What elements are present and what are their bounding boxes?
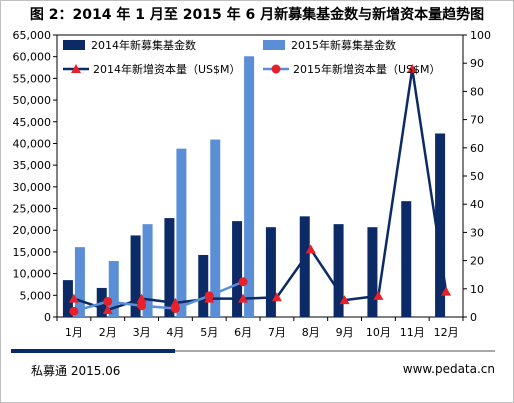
left-axis-tick-label: 5,000	[20, 289, 52, 302]
legend-item: 2015年新增资本量（US$M）	[263, 62, 441, 76]
triangle-marker-2014	[238, 293, 249, 303]
triangle-marker-2014	[373, 290, 384, 300]
right-axis-tick-label: 0	[470, 311, 477, 324]
website-label: www.pedata.cn	[402, 362, 495, 376]
triangle-marker-2014	[68, 293, 79, 303]
right-axis-tick-label: 40	[470, 198, 484, 211]
right-axis-tick-label: 100	[470, 29, 491, 42]
footer-bar-light	[175, 350, 495, 352]
circle-marker-2015	[103, 296, 113, 306]
legend-label: 2015年新增资本量（US$M）	[293, 62, 441, 76]
triangle-marker-2014	[339, 295, 350, 305]
x-axis-tick-label: 7月	[268, 326, 286, 339]
left-axis-tick-label: 35,000	[13, 159, 52, 172]
bar-2014	[198, 254, 209, 317]
triangle-marker-2014	[305, 244, 316, 254]
legend-swatch	[263, 40, 285, 50]
left-axis-tick-label: 50,000	[13, 94, 52, 107]
bar-2014	[130, 235, 141, 317]
bar-2014	[333, 224, 344, 317]
bar-2014	[232, 221, 243, 317]
left-axis-tick-label: 60,000	[13, 51, 52, 64]
left-axis-tick-label: 65,000	[13, 29, 52, 42]
circle-marker-2015	[137, 301, 147, 311]
bar-2015	[108, 261, 119, 317]
legend-item: 2014年新募集基金数	[63, 38, 196, 52]
right-axis-tick-label: 80	[470, 85, 484, 98]
bar-2015	[210, 139, 221, 317]
left-axis-tick-label: 0	[44, 311, 51, 324]
x-axis-tick-label: 9月	[336, 326, 354, 339]
x-axis-tick-label: 12月	[434, 326, 459, 339]
bar-2014	[367, 227, 378, 317]
triangle-marker-2014	[102, 304, 113, 314]
legend-triangle-icon	[71, 64, 81, 73]
right-axis-tick-label: 30	[470, 226, 484, 239]
right-axis-tick-label: 90	[470, 57, 484, 70]
left-axis-tick-label: 15,000	[13, 246, 52, 259]
bar-2015	[176, 148, 187, 317]
right-axis-tick-label: 50	[470, 170, 484, 183]
bar-2015	[244, 56, 255, 318]
x-axis-tick-label: 2月	[99, 326, 117, 339]
x-axis-tick-label: 5月	[200, 326, 218, 339]
bar-2015	[74, 247, 85, 317]
legend-item: 2014年新增资本量（US$M）	[63, 62, 241, 76]
triangle-marker-2014	[170, 297, 181, 307]
chart-title: 图 2：2014 年 1 月至 2015 年 6 月新募集基金数与新增资本量趋势…	[29, 7, 485, 23]
bar-2014	[435, 133, 446, 317]
left-axis-tick-label: 20,000	[13, 224, 52, 237]
circle-marker-2015	[69, 306, 79, 316]
right-axis-tick-label: 20	[470, 255, 484, 268]
left-axis-tick-label: 45,000	[13, 116, 52, 129]
right-axis-tick-label: 60	[470, 142, 484, 155]
triangle-marker-2014	[271, 292, 282, 302]
bar-2014	[164, 218, 175, 317]
x-axis-tick-label: 8月	[302, 326, 320, 339]
left-axis-tick-label: 30,000	[13, 181, 52, 194]
bar-2014	[401, 201, 412, 317]
circle-marker-2015	[238, 277, 248, 287]
left-axis-tick-label: 10,000	[13, 268, 52, 281]
bar-2015	[142, 224, 153, 317]
triangle-marker-2014	[441, 286, 452, 296]
x-axis-tick-label: 3月	[133, 326, 151, 339]
circle-marker-2015	[204, 291, 214, 301]
legend-label: 2014年新增资本量（US$M）	[93, 62, 241, 76]
right-axis-tick-label: 10	[470, 283, 484, 296]
bar-2014	[62, 280, 73, 317]
left-axis-tick-label: 40,000	[13, 137, 52, 150]
legend-swatch	[63, 40, 85, 50]
left-axis-tick-label: 25,000	[13, 203, 52, 216]
right-axis-tick-label: 70	[470, 114, 484, 127]
source-label: 私募通 2015.06	[31, 364, 121, 378]
legend-label: 2015年新募集基金数	[291, 38, 396, 52]
bar-2014	[299, 216, 310, 317]
bar-2014	[265, 227, 276, 317]
left-axis-tick-label: 55,000	[13, 72, 52, 85]
x-axis-tick-label: 1月	[65, 326, 83, 339]
legend-label: 2014年新募集基金数	[91, 38, 196, 52]
footer-bar-dark	[11, 349, 175, 353]
line-2014	[73, 67, 448, 312]
legend-item: 2015年新募集基金数	[263, 38, 396, 52]
triangle-marker-2014	[407, 63, 418, 73]
x-axis-tick-label: 10月	[366, 326, 391, 339]
legend-circle-icon	[271, 64, 281, 74]
x-axis-tick-label: 6月	[234, 326, 252, 339]
x-axis-tick-label: 11月	[400, 326, 425, 339]
circle-marker-2015	[170, 304, 180, 314]
line-2015	[73, 280, 244, 313]
triangle-marker-2014	[136, 293, 147, 303]
x-axis-tick-label: 4月	[166, 326, 184, 339]
